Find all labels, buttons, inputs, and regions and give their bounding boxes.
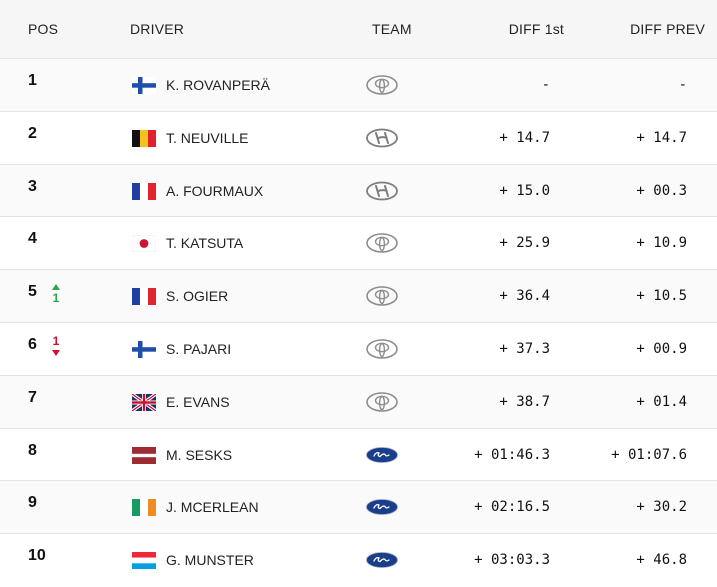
flag-finland-icon <box>132 77 156 94</box>
table-row[interactable]: 10 G. MUNSTER + 03:03.3 + 46.8 <box>0 533 717 586</box>
driver-name[interactable]: T. KATSUTA <box>166 235 244 252</box>
diff-first: + 03:03.3 <box>474 552 550 569</box>
toyota-logo-icon <box>364 285 400 307</box>
diff-prev: + 10.5 <box>636 288 687 305</box>
ford-logo-icon <box>364 549 400 571</box>
arrow-up-icon <box>52 284 60 291</box>
flag-japan-icon <box>132 235 156 253</box>
flag-france-icon <box>132 288 156 306</box>
driver-name[interactable]: E. EVANS <box>166 393 230 410</box>
position: 10 <box>28 547 46 565</box>
table-row[interactable]: 9 J. MCERLEAN + 02:16.5 + 30.2 <box>0 480 717 534</box>
flag-france-icon <box>132 182 156 200</box>
table-row[interactable]: 2 T. NEUVILLE + 14.7 + 14.7 <box>0 110 717 164</box>
driver-name[interactable]: M. SESKS <box>166 446 233 463</box>
flag-finland-icon <box>132 340 156 358</box>
flag-latvia-icon <box>132 446 156 464</box>
position-down-indicator: 1 <box>49 333 63 356</box>
flag-belgium-icon <box>132 129 156 147</box>
position: 9 <box>28 494 37 512</box>
table-row[interactable]: 8 M. SESKS + 01:46.3 + 01:07.6 <box>0 427 717 481</box>
diff-prev: + 00.9 <box>636 340 687 357</box>
position: 7 <box>28 388 37 406</box>
table-body: 1 K. ROVANPERÄ - - 2 T. NEUVILLE + 14.7 … <box>0 58 717 586</box>
toyota-logo-icon <box>364 338 400 360</box>
table-row[interactable]: 7 E. EVANS + 38.7 + 01.4 <box>0 374 717 428</box>
diff-first: + 14.7 <box>499 129 550 146</box>
flag-ireland-icon <box>132 499 156 517</box>
table-row[interactable]: 1 K. ROVANPERÄ - - <box>0 58 717 111</box>
diff-prev: + 00.3 <box>636 182 687 199</box>
header-pos[interactable]: POS <box>28 21 59 37</box>
header-diff-first[interactable]: DIFF 1st <box>508 21 564 37</box>
diff-first: - <box>541 77 550 93</box>
ford-logo-icon <box>364 496 400 518</box>
diff-prev: + 46.8 <box>636 552 687 569</box>
diff-first: + 37.3 <box>499 340 550 357</box>
table-row[interactable]: 3 A. FOURMAUX + 15.0 + 00.3 <box>0 163 717 217</box>
position: 5 <box>28 283 37 301</box>
hyundai-logo-icon <box>364 180 400 202</box>
toyota-logo-icon <box>364 391 400 413</box>
diff-first: + 36.4 <box>499 288 550 305</box>
position: 8 <box>28 441 37 459</box>
diff-prev: + 10.9 <box>636 235 687 252</box>
diff-first: + 38.7 <box>499 393 550 410</box>
diff-first: + 01:46.3 <box>474 446 550 463</box>
header-driver[interactable]: DRIVER <box>130 21 185 37</box>
driver-name[interactable]: S. OGIER <box>166 288 229 305</box>
diff-prev: + 01:07.6 <box>611 446 687 463</box>
position: 4 <box>28 230 37 248</box>
position: 3 <box>28 177 37 195</box>
diff-prev: - <box>678 77 687 93</box>
table-row[interactable]: 6 1 S. PAJARI + 37.3 + 00.9 <box>0 321 717 375</box>
flag-uk-icon <box>132 393 156 411</box>
diff-first: + 25.9 <box>499 235 550 252</box>
table-header: POS DRIVER TEAM DIFF 1st DIFF PREV <box>0 0 717 58</box>
toyota-logo-icon <box>364 232 400 254</box>
header-diff-prev[interactable]: DIFF PREV <box>630 21 705 37</box>
position: 6 <box>28 335 37 353</box>
driver-name[interactable]: S. PAJARI <box>166 340 232 357</box>
diff-first: + 15.0 <box>499 182 550 199</box>
driver-name[interactable]: A. FOURMAUX <box>166 182 264 199</box>
hyundai-logo-icon <box>364 127 400 149</box>
change-value: 1 <box>52 333 60 348</box>
position: 2 <box>28 124 37 142</box>
driver-name[interactable]: G. MUNSTER <box>166 552 254 569</box>
driver-name[interactable]: J. MCERLEAN <box>166 499 259 516</box>
flag-luxembourg-icon <box>132 552 156 570</box>
diff-first: + 02:16.5 <box>474 499 550 516</box>
position-up-indicator: 1 <box>49 282 63 305</box>
ford-logo-icon <box>364 444 400 466</box>
header-team[interactable]: TEAM <box>372 21 412 37</box>
driver-name[interactable]: K. ROVANPERÄ <box>166 77 270 93</box>
arrow-down-icon <box>52 349 60 356</box>
diff-prev: + 14.7 <box>636 129 687 146</box>
table-row[interactable]: 5 1 S. OGIER + 36.4 + 10.5 <box>0 269 717 322</box>
change-value: 1 <box>52 291 60 306</box>
driver-name[interactable]: T. NEUVILLE <box>166 129 249 146</box>
position: 1 <box>28 72 37 89</box>
diff-prev: + 01.4 <box>636 393 687 410</box>
toyota-logo-icon <box>364 74 400 96</box>
table-row[interactable]: 4 T. KATSUTA + 25.9 + 10.9 <box>0 216 717 269</box>
diff-prev: + 30.2 <box>636 499 687 516</box>
